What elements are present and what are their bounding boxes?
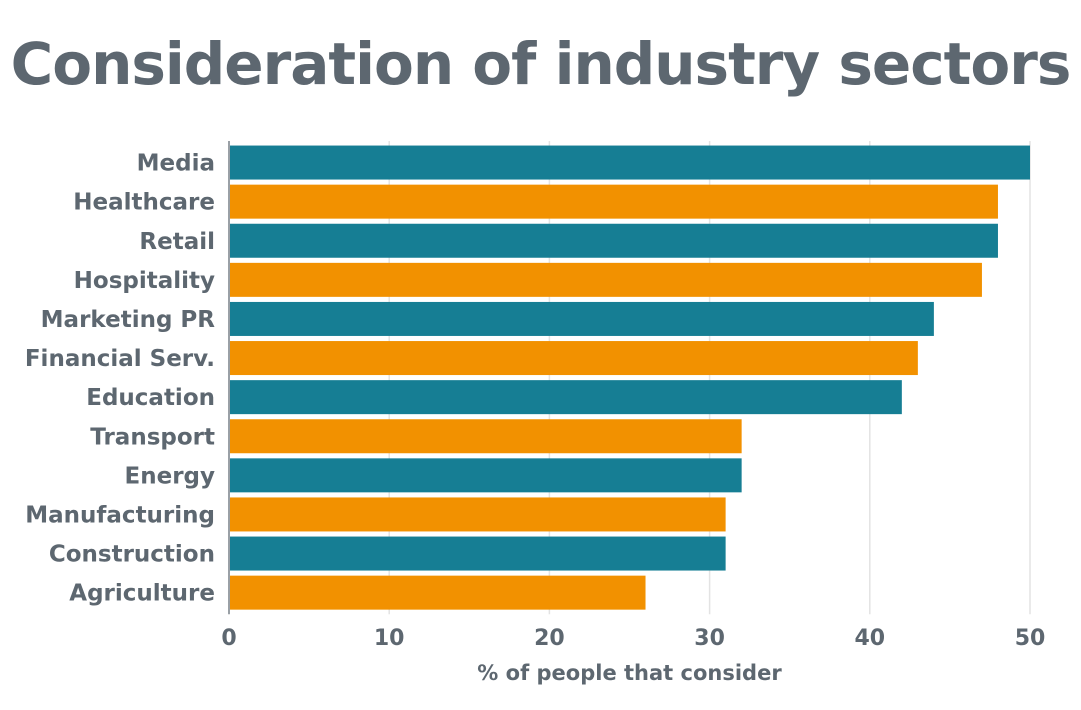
bars: [229, 145, 1030, 610]
category-label: Construction: [49, 542, 215, 568]
category-label: Healthcare: [73, 190, 215, 216]
bar-marketing-pr: [229, 301, 934, 336]
x-tick-label: 10: [374, 626, 405, 651]
chart-title: Consideration of industry sectors: [10, 30, 1072, 98]
category-label: Hospitality: [74, 268, 215, 294]
bar-transport: [229, 419, 742, 454]
bar-construction: [229, 536, 726, 571]
category-labels: Media Healthcare Retail Hospitality Marketin…: [25, 151, 215, 607]
category-label: Transport: [90, 424, 215, 450]
bar-healthcare: [229, 184, 998, 219]
x-tick-label: 0: [221, 626, 236, 651]
x-tick-label: 40: [854, 626, 885, 651]
x-tick-label: 30: [694, 626, 725, 651]
category-label: Agriculture: [69, 581, 215, 607]
x-tick-label: 20: [534, 626, 565, 651]
category-label: Retail: [139, 229, 215, 255]
bar-financial-serv: [229, 341, 918, 376]
category-label: Manufacturing: [25, 502, 215, 528]
bar-agriculture: [229, 575, 646, 610]
x-tick-labels: 0 10 20 30 40 50: [221, 626, 1045, 651]
x-axis-label: % of people that consider: [477, 661, 782, 685]
category-label: Education: [86, 385, 215, 411]
bar-hospitality: [229, 262, 982, 297]
gridlines: [388, 141, 1031, 615]
bar-retail: [229, 223, 998, 258]
bar-education: [229, 380, 902, 415]
category-label: Media: [137, 151, 215, 177]
bar-media: [229, 145, 1030, 180]
bar-energy: [229, 458, 742, 493]
bar-manufacturing: [229, 497, 726, 532]
category-label: Energy: [125, 463, 215, 489]
category-label: Financial Serv.: [25, 346, 215, 372]
x-tick-label: 50: [1015, 626, 1046, 651]
category-label: Marketing PR: [41, 307, 216, 333]
